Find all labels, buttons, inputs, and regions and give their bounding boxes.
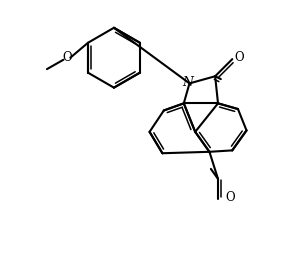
Text: O: O	[235, 51, 244, 64]
Text: N: N	[183, 76, 194, 89]
Text: O: O	[62, 51, 72, 64]
Text: O: O	[225, 191, 235, 204]
